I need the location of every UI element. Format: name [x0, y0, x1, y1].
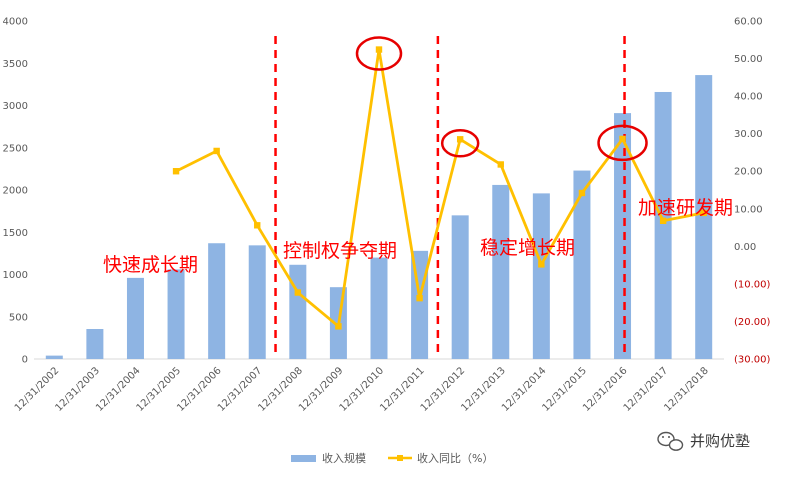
bar [86, 329, 104, 359]
line-marker [294, 289, 302, 296]
line-marker [375, 46, 383, 53]
y-left-tick-label: 4000 [3, 17, 28, 28]
y-right-tick-label: 60.00 [734, 17, 763, 28]
line-marker [538, 261, 545, 268]
legend: 收入规模 收入同比（%） [291, 451, 493, 465]
phase-annotation: 加速研发期 [638, 197, 733, 219]
line-marker [497, 161, 504, 168]
y-axis-right: (30.00) (20.00) (10.00) 0.00 10.00 20.00 30.00… [734, 17, 771, 366]
bar [45, 355, 63, 359]
y-right-tick-label: 10.00 [734, 204, 763, 215]
phase-annotations: 快速成长期 控制权争夺期 稳定增长期 加速研发期 [103, 197, 733, 276]
legend-swatch-marker [397, 455, 403, 461]
bar [654, 91, 672, 359]
highlight-circle [597, 124, 648, 162]
y-left-tick-label: 1000 [3, 270, 28, 281]
bar [289, 264, 307, 359]
line-marker [659, 217, 667, 224]
y-right-tick-label: 30.00 [734, 129, 763, 140]
growth-line [175, 48, 704, 328]
bar [167, 269, 185, 359]
highlight-circle [355, 36, 403, 71]
legend-label-line: 收入同比（%） [417, 451, 493, 465]
y-left-tick-label: 2500 [3, 143, 28, 154]
line-marker [335, 323, 342, 330]
line-marker [700, 209, 707, 217]
y-left-tick-label: 3500 [3, 59, 28, 70]
bar [492, 184, 510, 359]
line-series [172, 46, 707, 330]
bar [614, 113, 632, 359]
phase-dividers [274, 36, 626, 355]
highlight-circle [440, 129, 480, 158]
phase-annotation: 控制权争夺期 [283, 240, 397, 262]
line-marker [172, 168, 180, 175]
phase-annotation: 快速成长期 [103, 254, 198, 276]
highlight-circles [355, 36, 648, 162]
bar [208, 243, 226, 359]
bar [451, 215, 469, 359]
y-right-tick-label: (30.00) [734, 355, 771, 366]
bar-series [45, 75, 713, 359]
wechat-icon [657, 431, 684, 451]
bar [573, 170, 591, 359]
y-left-tick-label: 500 [9, 312, 28, 323]
bar [532, 193, 550, 359]
legend-swatch-bar [291, 455, 316, 462]
y-right-tick-label: 20.00 [734, 167, 763, 178]
y-left-tick-label: 2000 [3, 186, 28, 197]
y-left-tick-label: 0 [22, 355, 28, 366]
bar [695, 75, 713, 359]
watermark: 并购优塾 [657, 431, 750, 451]
bar [126, 277, 144, 359]
line-marker [213, 147, 220, 155]
line-marker [619, 135, 626, 143]
phase-annotation: 稳定增长期 [480, 237, 575, 259]
watermark-text: 并购优塾 [690, 432, 750, 450]
y-left-tick-label: 1500 [3, 228, 28, 239]
line-marker [578, 189, 586, 197]
y-axis-left: 0 500 1000 1500 2000 2500 3000 3500 4000 [3, 17, 28, 366]
line-marker [254, 222, 261, 229]
bar [370, 257, 388, 359]
line-marker [416, 294, 423, 302]
line-marker [456, 136, 464, 143]
legend-label-bar: 收入规模 [322, 451, 366, 465]
y-right-tick-label: 0.00 [734, 242, 756, 253]
y-right-tick-label: 40.00 [734, 92, 763, 103]
bar [248, 245, 266, 359]
y-right-tick-label: 50.00 [734, 54, 763, 65]
x-axis-ticks: 12/31/200212/31/200312/31/200412/31/2005… [13, 365, 711, 414]
y-left-tick-label: 3000 [3, 101, 28, 112]
y-right-tick-label: (20.00) [734, 317, 771, 328]
y-right-tick-label: (10.00) [734, 279, 771, 290]
